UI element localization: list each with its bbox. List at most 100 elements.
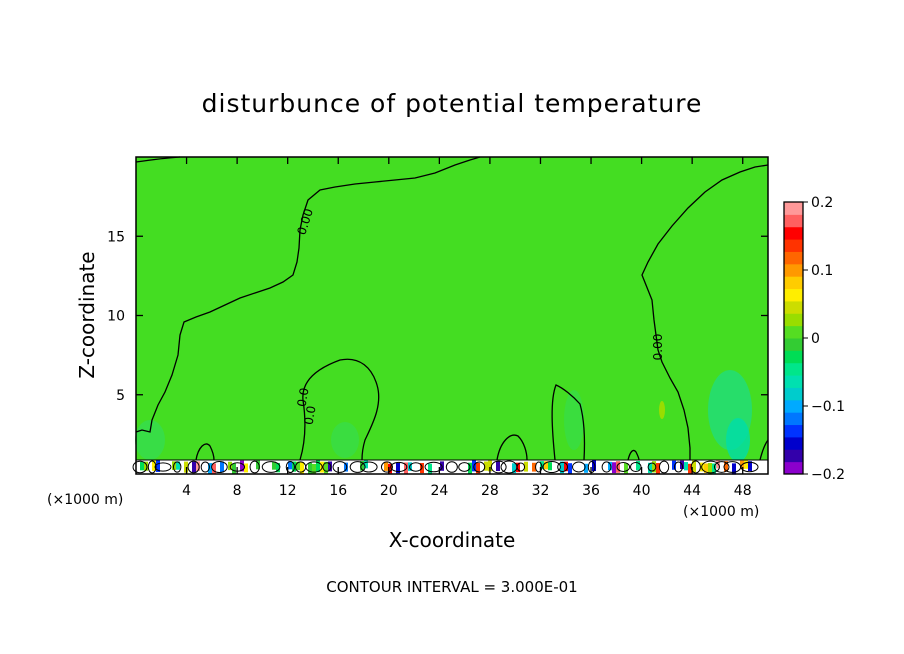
surface-band-cell <box>416 462 420 471</box>
surface-band-contour <box>535 461 543 473</box>
field-background <box>136 157 768 474</box>
surface-band-cell <box>560 461 564 474</box>
x-unit-left: (×1000 m) <box>47 492 123 508</box>
surface-band-cell <box>624 463 628 474</box>
surface-band-cell <box>612 462 616 474</box>
colorbar-swatch <box>784 313 803 327</box>
surface-band-cell <box>676 460 680 472</box>
surface-band-cell <box>764 463 768 474</box>
colorbar-swatch <box>784 202 803 215</box>
colorbar-swatch <box>784 214 803 228</box>
surface-band-cell <box>732 463 736 475</box>
surface-band-cell <box>484 461 488 471</box>
surface-band-cell <box>572 462 576 471</box>
surface-band-cell <box>564 461 568 472</box>
surface-band-cell <box>636 460 640 471</box>
surface-band-cell <box>236 463 240 475</box>
surface-band-cell <box>756 460 760 469</box>
surface-band-cell <box>648 462 652 474</box>
colorbar-tick-label: 0 <box>811 331 820 347</box>
surface-band-contour <box>187 460 200 474</box>
surface-band-cell <box>332 460 336 472</box>
colorbar-swatch <box>784 449 803 463</box>
surface-band-cell <box>336 462 340 472</box>
surface-band-cell <box>632 461 636 473</box>
surface-band-cell <box>536 461 540 473</box>
colorbar-swatch <box>784 375 803 388</box>
colorbar-swatch <box>784 412 803 426</box>
surface-band-cell <box>396 462 400 474</box>
chart-title: disturbunce of potential temperature <box>202 89 703 118</box>
colorbar-swatch <box>784 399 803 413</box>
surface-band-cell <box>376 462 380 475</box>
surface-band-cell <box>400 461 404 471</box>
colorbar-swatch <box>784 276 803 290</box>
surface-band-cell <box>736 462 740 473</box>
x-tick-label: 44 <box>683 483 701 499</box>
surface-band-contour <box>445 461 458 473</box>
surface-band-cell <box>308 462 312 474</box>
surface-band-cell <box>492 460 496 470</box>
surface-band-cell <box>272 461 276 470</box>
surface-band-cell <box>264 460 268 470</box>
surface-band-cell <box>628 463 632 473</box>
surface-band-cell <box>724 461 728 472</box>
surface-band-cell <box>216 460 220 470</box>
surface-band-cell <box>524 461 528 472</box>
surface-band-cell <box>692 460 696 473</box>
contour-label: 0.00 <box>651 334 665 361</box>
colorbar-swatch <box>784 350 803 364</box>
colorbar-swatch <box>784 263 803 277</box>
surface-band-cell <box>340 462 344 471</box>
surface-band-contour <box>658 460 670 474</box>
surface-band-cell <box>708 463 712 475</box>
surface-band-cell <box>576 460 580 471</box>
shaded-region <box>331 422 359 458</box>
surface-band-contour <box>322 462 332 472</box>
surface-band-cell <box>476 463 480 474</box>
surface-band-cell <box>212 463 216 475</box>
surface-band-contour <box>572 461 586 473</box>
x-tick-label: 16 <box>329 483 347 499</box>
x-tick-label: 4 <box>182 483 191 499</box>
surface-band-cell <box>188 460 192 471</box>
surface-band-contour <box>458 462 471 472</box>
surface-band-cell <box>488 460 492 472</box>
surface-band-contour <box>154 462 172 472</box>
x-tick-label: 40 <box>633 483 651 499</box>
colorbar-swatch <box>784 436 803 450</box>
surface-band-cell <box>500 463 504 473</box>
surface-band-cell <box>664 461 668 472</box>
x-tick-label: 28 <box>481 483 499 499</box>
contour-line <box>551 384 586 461</box>
surface-band-cell <box>552 462 556 474</box>
surface-band-cell <box>300 461 304 474</box>
surface-band-contour <box>701 460 720 474</box>
surface-band-contour <box>473 461 486 473</box>
surface-band-contour <box>147 460 157 474</box>
surface-band-cell <box>368 462 372 474</box>
contour-line <box>759 439 769 461</box>
colorbar-swatch <box>784 226 803 240</box>
surface-band-contour <box>305 461 323 473</box>
surface-band-cell <box>436 461 440 471</box>
x-tick-label: 48 <box>734 483 752 499</box>
surface-band-cell <box>288 461 292 470</box>
contour-line <box>299 358 380 461</box>
surface-band-cell <box>596 460 600 469</box>
surface-band-cell <box>704 463 708 473</box>
surface-band-cell <box>464 460 468 469</box>
colorbar-swatch <box>784 424 803 438</box>
surface-band-contour <box>690 460 701 474</box>
surface-band-cell <box>208 463 212 475</box>
surface-band-cell <box>728 460 732 473</box>
surface-band-cell <box>696 461 700 471</box>
surface-band-cell <box>448 460 452 471</box>
shaded-region <box>726 418 750 462</box>
surface-band-cell <box>456 462 460 473</box>
colorbar-swatch <box>784 300 803 314</box>
surface-band-cell <box>256 460 260 470</box>
surface-band-cell <box>592 460 596 472</box>
surface-band-cell <box>516 462 520 473</box>
